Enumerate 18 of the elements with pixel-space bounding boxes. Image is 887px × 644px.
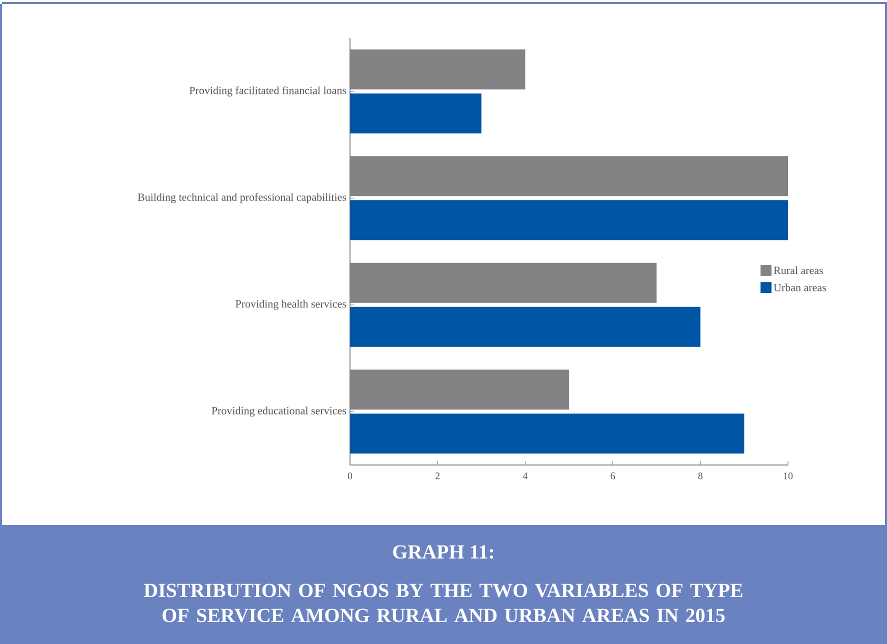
x-tick-label: 2 xyxy=(436,472,440,480)
y-tick-label: Providing facilitated financial loans xyxy=(189,86,346,96)
x-tick-label: 0 xyxy=(348,472,352,480)
x-tick-label: 6 xyxy=(610,472,616,480)
y-tick-label: Providing educational services xyxy=(212,406,346,417)
bar xyxy=(350,306,700,347)
x-tick-label: 4 xyxy=(522,472,528,480)
bar xyxy=(350,414,744,454)
legend-label: Urban areas xyxy=(774,284,826,292)
y-tick-label: Building technical and professional capabilities xyxy=(138,193,346,204)
x-tick-label: 8 xyxy=(698,472,703,480)
x-tick-label: 10 xyxy=(784,472,793,480)
bar xyxy=(350,200,788,240)
legend-label: Rural areas xyxy=(774,266,823,274)
bar xyxy=(350,93,482,134)
text: DISTRIBUTION OF NGOS BY THE TWO VARIABLES OF TYPE OF SERVICE AMONG RURAL AND URBAN AREAS IN 2015 xyxy=(144,584,742,622)
text: GRAPH 11: xyxy=(393,545,494,559)
y-tick-label: Providing health services xyxy=(236,300,346,310)
